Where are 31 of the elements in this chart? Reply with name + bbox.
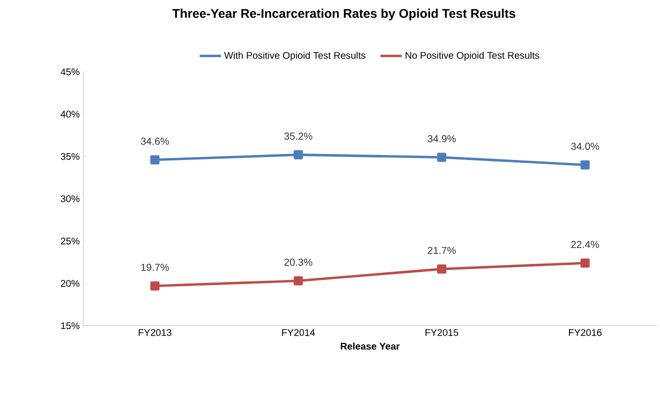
- point: [150, 155, 160, 164]
- point: [294, 150, 303, 160]
- data-label: 34.6%: [140, 138, 169, 145]
- data-label: 20.3%: [284, 258, 312, 266]
- point: [437, 152, 446, 162]
- legend-label: No Positive Opioid Test Results: [406, 52, 540, 61]
- y-tick-label: 40%: [60, 110, 80, 118]
- x-tick-label: FY2015: [426, 329, 458, 336]
- data-label: 22.4%: [571, 240, 600, 248]
- y-tick-label: 45%: [60, 68, 80, 76]
- x-axis-title: Release Year: [340, 342, 400, 350]
- data-label: 21.7%: [428, 246, 456, 254]
- y-tick-label: 15%: [61, 322, 80, 330]
- data-label: 34.0%: [571, 142, 600, 150]
- y-tick-label: 35%: [60, 152, 80, 160]
- y-tick-label: 30%: [60, 195, 80, 202]
- point: [580, 160, 590, 170]
- point: [437, 264, 446, 274]
- data-label: 35.2%: [284, 132, 312, 140]
- y-tick-label: 20%: [60, 280, 80, 287]
- chart-title: Three-Year Re-Incarceration Rates by Opioid Test Results: [172, 8, 516, 20]
- data-label: 19.7%: [141, 264, 169, 271]
- point: [150, 281, 160, 290]
- x-tick-label: FY2013: [138, 329, 172, 336]
- x-tick-label: FY2016: [568, 329, 602, 336]
- point: [294, 276, 303, 286]
- x-tick-label: FY2014: [282, 329, 315, 336]
- legend-label: With Positive Opioid Test Results: [224, 52, 366, 61]
- point: [580, 258, 590, 268]
- y-tick-label: 25%: [60, 238, 80, 244]
- data-label: 34.9%: [428, 135, 456, 142]
